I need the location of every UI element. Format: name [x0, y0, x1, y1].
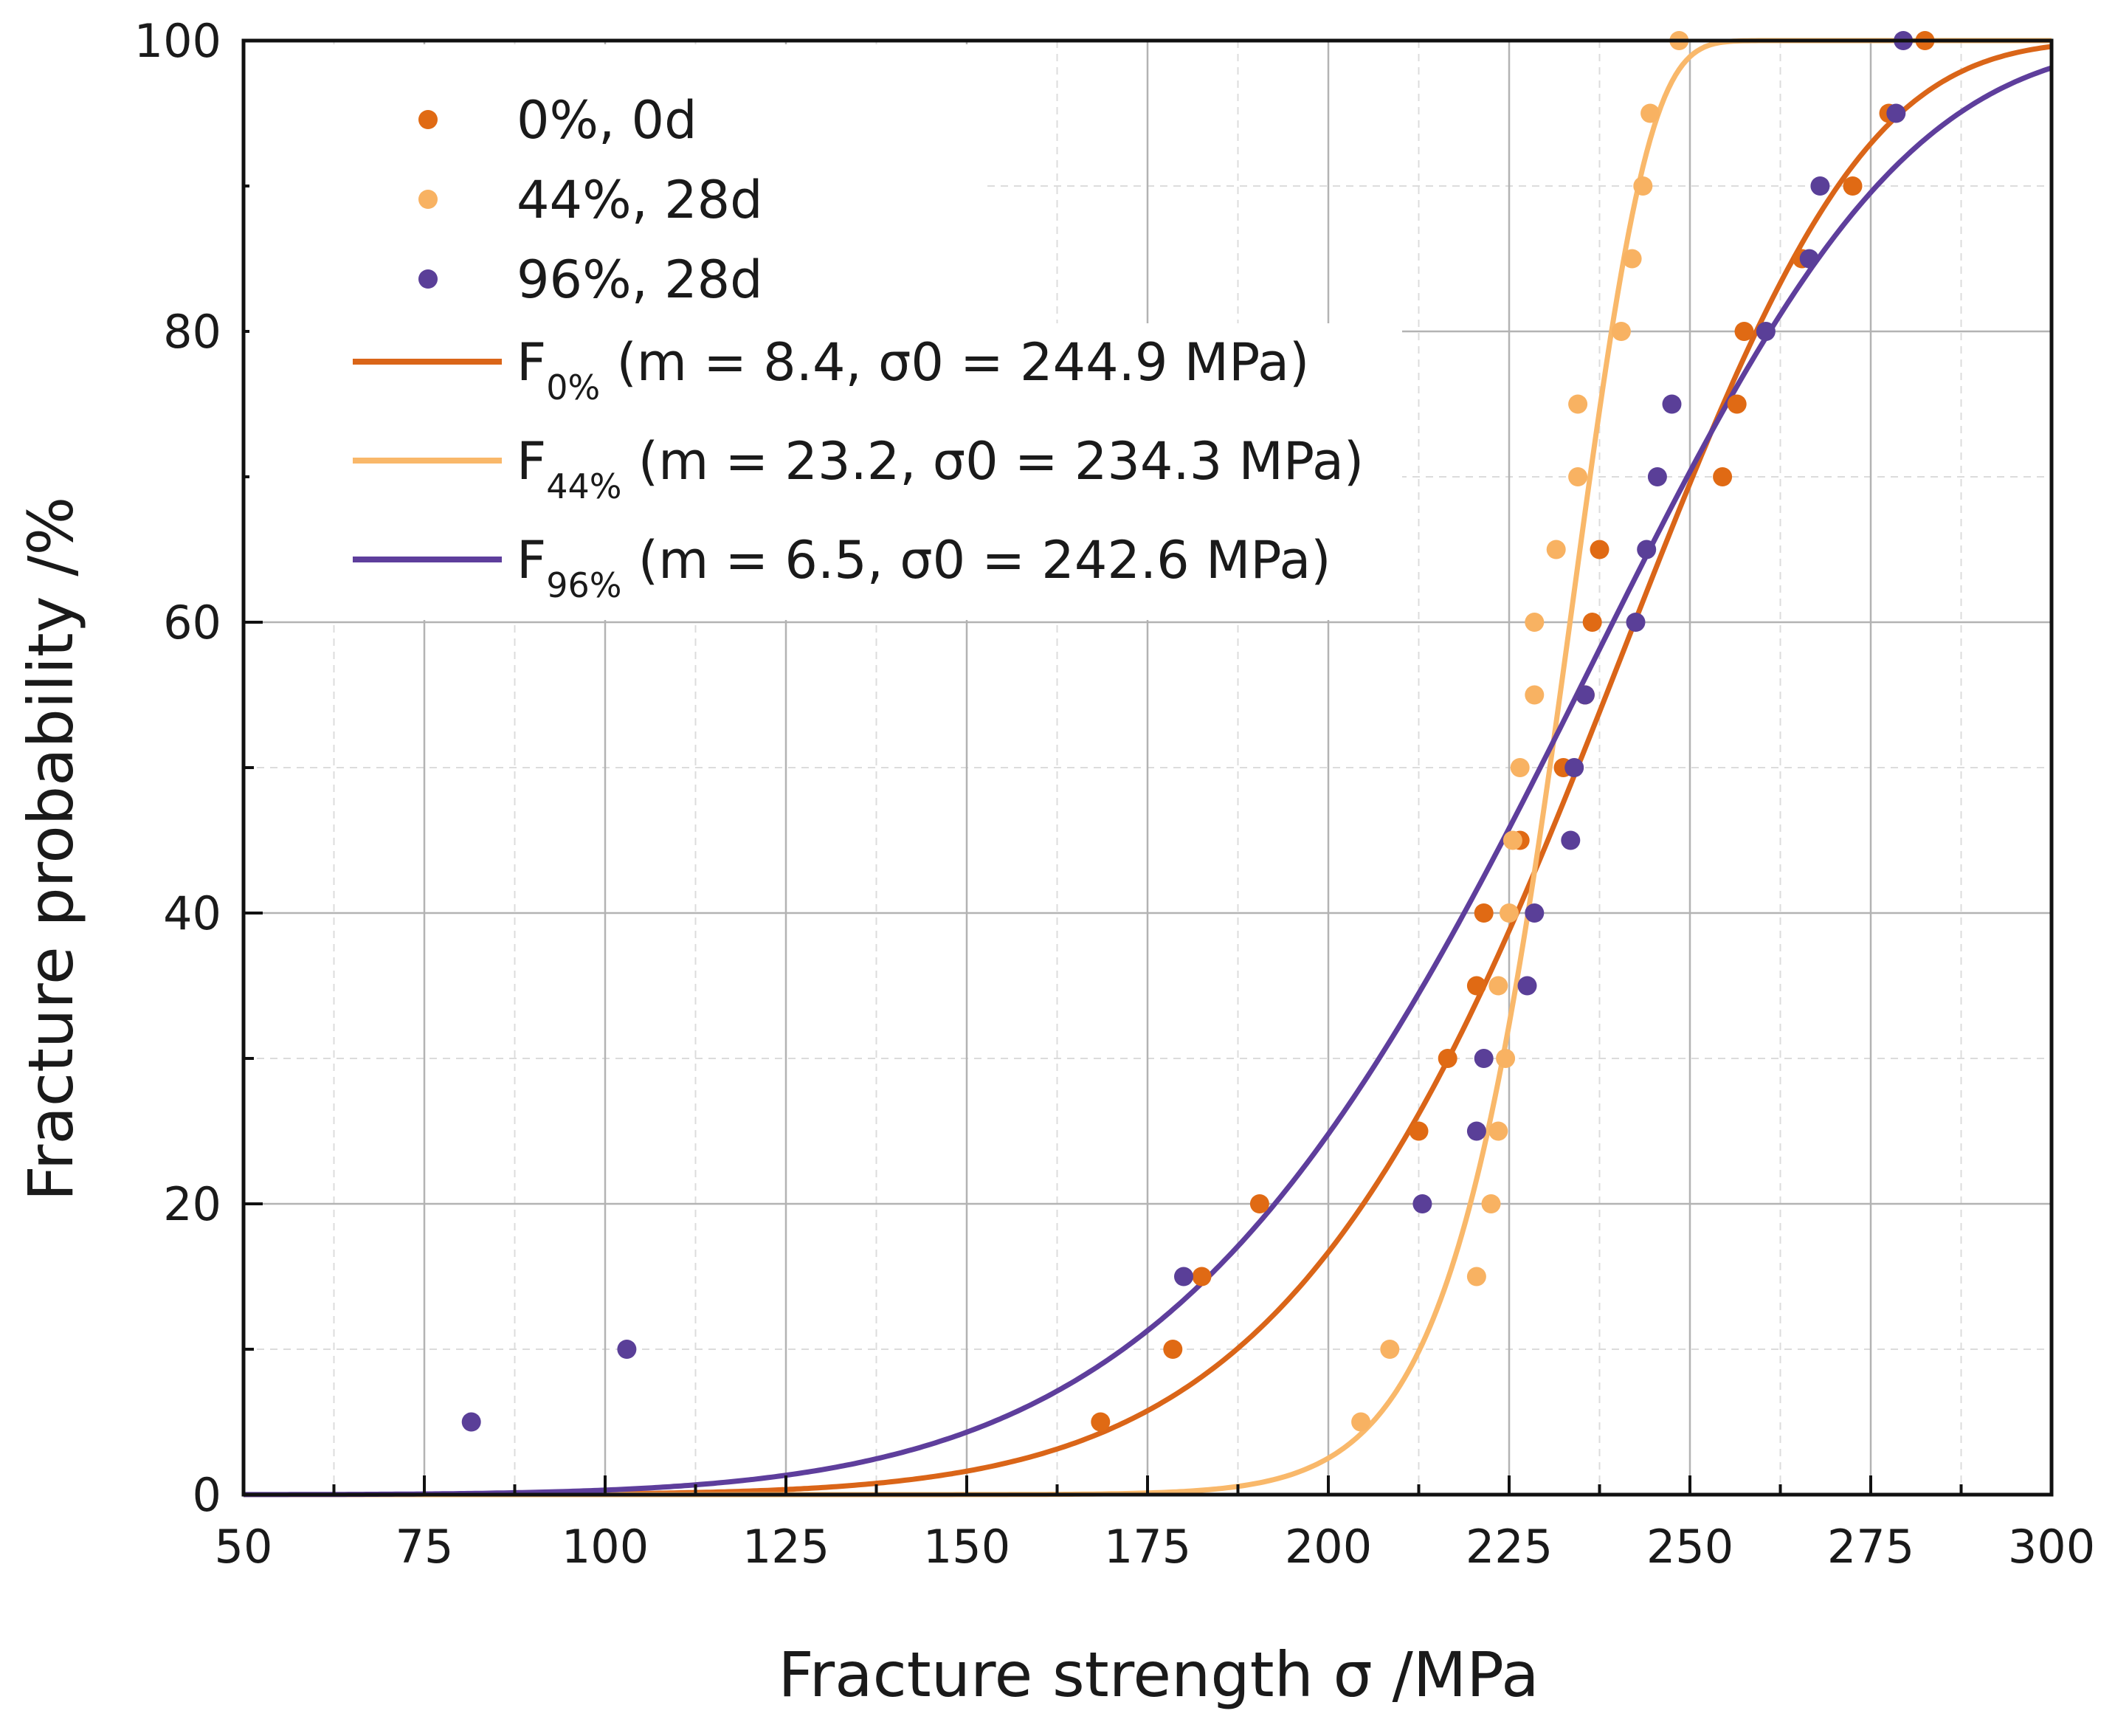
data-point-series-1	[1488, 976, 1508, 996]
data-point-series-2	[617, 1340, 637, 1359]
data-point-series-1	[1496, 1049, 1516, 1068]
data-point-series-2	[1637, 540, 1657, 559]
x-axis-title: Fracture strength σ /MPa	[778, 1639, 1539, 1711]
y-tick-label: 40	[163, 886, 221, 940]
y-tick-label: 0	[193, 1468, 221, 1522]
y-tick-label: 80	[163, 305, 221, 359]
data-point-series-1	[1380, 1340, 1400, 1359]
y-tick-label: 60	[163, 596, 221, 650]
data-point-series-1	[1525, 685, 1545, 705]
data-point-series-2	[1662, 394, 1682, 414]
x-tick-label: 50	[215, 1520, 273, 1574]
tick-labels: 50 75 100 125 150 175 200 225 250 275 300 0 20 40 60 80…	[134, 14, 2096, 1574]
x-tick-label: 175	[1104, 1520, 1191, 1574]
data-point-series-1	[1466, 1267, 1486, 1286]
data-point-series-2	[1626, 613, 1646, 632]
data-point-series-0	[1438, 1049, 1457, 1068]
data-point-series-0	[1192, 1267, 1212, 1286]
data-point-series-1	[1640, 103, 1660, 123]
data-point-series-2	[1575, 685, 1595, 705]
y-tick-label: 20	[163, 1177, 221, 1231]
data-point-series-2	[1517, 976, 1537, 996]
y-axis-title: Fracture probability /%	[15, 497, 87, 1202]
major-gridlines	[244, 41, 2052, 1495]
legend-label-0: 0%, 0d	[517, 90, 697, 151]
data-point-series-0	[1474, 903, 1494, 923]
x-tick-label: 250	[1646, 1520, 1733, 1574]
fit-curve-96pct	[244, 65, 2053, 1498]
data-point-series-2	[1756, 322, 1776, 341]
x-tick-label: 225	[1466, 1520, 1553, 1574]
data-point-series-1	[1481, 1194, 1501, 1213]
legend-label-1: 44%, 28d	[517, 170, 763, 230]
axis-ticks	[242, 39, 2053, 1496]
scatter-points	[461, 31, 1935, 1432]
data-point-series-2	[1799, 249, 1819, 269]
data-point-series-1	[1351, 1412, 1371, 1432]
legend-fit-label-1: F44% (m = 23.2, σ0 = 234.3 MPa)	[517, 431, 1364, 506]
data-point-series-0	[1734, 322, 1754, 341]
data-point-series-2	[461, 1412, 481, 1432]
data-point-series-1	[1568, 394, 1588, 414]
data-point-series-2	[1474, 1049, 1494, 1068]
data-point-series-2	[1174, 1267, 1193, 1286]
data-point-series-0	[1727, 394, 1747, 414]
data-point-series-2	[1810, 176, 1830, 196]
x-tick-label: 125	[742, 1520, 829, 1574]
x-tick-label: 75	[396, 1520, 454, 1574]
data-point-series-1	[1510, 758, 1530, 777]
data-point-series-1	[1525, 613, 1545, 632]
y-tick-label: 100	[134, 14, 221, 68]
data-point-series-2	[1647, 467, 1667, 486]
data-point-series-1	[1568, 467, 1588, 486]
data-point-series-1	[1500, 903, 1519, 923]
data-point-series-2	[1466, 1121, 1486, 1141]
data-point-series-2	[1412, 1194, 1432, 1213]
data-point-series-0	[1713, 467, 1733, 486]
data-point-series-2	[1886, 103, 1906, 123]
data-point-series-1	[1633, 176, 1653, 196]
x-tick-label: 275	[1827, 1520, 1914, 1574]
x-tick-label: 300	[2008, 1520, 2095, 1574]
data-point-series-0	[1091, 1412, 1111, 1432]
data-point-series-1	[1502, 830, 1522, 850]
x-tick-label: 200	[1285, 1520, 1372, 1574]
data-point-series-0	[1249, 1194, 1269, 1213]
legend-background	[249, 44, 1402, 620]
data-point-series-0	[1466, 976, 1486, 996]
data-point-series-0	[1843, 176, 1863, 196]
data-point-series-2	[1525, 903, 1545, 923]
legend-fit-label-2: F96% (m = 6.5, σ0 = 242.6 MPa)	[517, 530, 1331, 605]
data-point-series-1	[1622, 249, 1642, 269]
data-point-series-2	[1564, 758, 1584, 777]
legend-label-2: 96%, 28d	[517, 249, 763, 310]
x-tick-label: 150	[923, 1520, 1010, 1574]
data-point-series-0	[1582, 613, 1602, 632]
legend-marker-0	[418, 110, 438, 129]
legend: 0%, 0d 44%, 28d 96%, 28d F0% (m = 8.4, σ0 =…	[353, 90, 1364, 605]
data-point-series-1	[1546, 540, 1566, 559]
data-point-series-0	[1409, 1121, 1429, 1141]
legend-marker-1	[418, 190, 438, 209]
data-point-series-1	[1488, 1121, 1508, 1141]
legend-fit-label-0: F0% (m = 8.4, σ0 = 244.9 MPa)	[517, 332, 1309, 407]
data-point-series-1	[1611, 322, 1631, 341]
data-point-series-2	[1561, 830, 1581, 850]
legend-marker-2	[418, 269, 438, 289]
data-point-series-0	[1163, 1340, 1183, 1359]
data-point-series-0	[1590, 540, 1609, 559]
x-tick-label: 100	[562, 1520, 649, 1574]
